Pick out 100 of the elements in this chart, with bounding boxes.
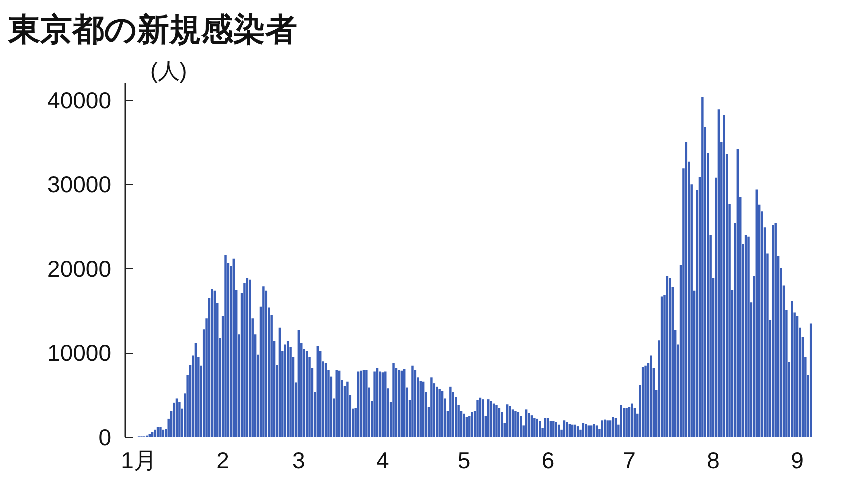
bar (748, 236, 750, 438)
x-tick-label: 7 (623, 448, 636, 474)
bar (154, 430, 156, 438)
bar (357, 372, 360, 438)
bar (316, 346, 320, 438)
bar (362, 370, 366, 438)
bar (585, 424, 588, 438)
bar (382, 372, 384, 438)
bar (249, 280, 252, 438)
bar (468, 416, 471, 438)
bar (450, 386, 452, 438)
bar (498, 408, 501, 438)
bar (626, 408, 628, 438)
bar (412, 366, 414, 438)
bar (650, 356, 652, 438)
bar (669, 278, 672, 438)
bar (555, 422, 558, 438)
bar (520, 416, 522, 438)
bar (796, 316, 799, 438)
bar (490, 401, 492, 438)
bar (590, 426, 593, 438)
bar (482, 400, 484, 438)
bar (588, 426, 590, 438)
bar (601, 420, 604, 438)
bar (528, 413, 530, 438)
bar (346, 382, 349, 438)
bar (278, 328, 282, 438)
x-tick-label: 6 (542, 448, 555, 474)
bar (298, 330, 300, 438)
bar (392, 363, 395, 438)
bar (211, 289, 214, 438)
bar (596, 426, 598, 438)
bar (232, 258, 236, 438)
x-tick-label: 2 (216, 448, 230, 474)
bar (534, 418, 536, 438)
bar (772, 225, 774, 438)
bar (666, 276, 669, 438)
bar (414, 370, 417, 438)
bar (514, 411, 517, 438)
bar (547, 418, 550, 438)
bar (810, 324, 812, 438)
bar (366, 370, 368, 438)
bar (609, 420, 612, 438)
bar (576, 426, 580, 438)
bar (774, 223, 777, 438)
bar (160, 427, 162, 438)
bar (374, 372, 376, 438)
bar (593, 424, 596, 438)
bar (438, 389, 441, 438)
bar (622, 408, 626, 438)
y-axis-title: (人) (150, 58, 188, 84)
x-tick-label: 9 (791, 448, 804, 474)
bar (525, 410, 528, 438)
bar (702, 96, 704, 438)
bar (660, 296, 664, 438)
bar (479, 398, 482, 438)
x-tick-label: 3 (292, 448, 306, 474)
bar (488, 400, 490, 438)
bar (642, 368, 644, 438)
bar (538, 421, 542, 438)
bar (614, 418, 618, 438)
bar (512, 410, 514, 438)
bar (736, 149, 740, 438)
bar (436, 386, 438, 438)
bar (178, 402, 181, 438)
bar (631, 404, 634, 438)
x-tick-label: 1月 (121, 448, 157, 474)
bar (338, 370, 341, 438)
bar (224, 255, 227, 438)
bar (791, 300, 794, 438)
bar (552, 421, 555, 438)
bar (265, 290, 268, 438)
chart-title: 東京都の新規感染者 (8, 12, 298, 48)
bar (262, 286, 265, 438)
bar (194, 343, 198, 438)
bar (620, 405, 623, 438)
bar (574, 424, 576, 438)
bar (496, 405, 498, 438)
bar (284, 344, 286, 438)
bar (509, 406, 512, 438)
bar (398, 370, 400, 438)
bar (441, 391, 444, 438)
bar (536, 418, 538, 438)
bar (550, 421, 552, 438)
bar (246, 278, 249, 438)
bar (173, 402, 176, 438)
bar (400, 370, 404, 438)
bar (566, 422, 568, 438)
bar (379, 372, 382, 438)
bar (723, 116, 726, 438)
bar (568, 424, 572, 438)
bar (563, 420, 566, 438)
bar (628, 407, 631, 438)
bar (360, 370, 362, 438)
bar (634, 408, 636, 438)
bar (384, 372, 387, 438)
y-tick-label: 0 (98, 424, 112, 450)
bar (718, 110, 720, 438)
bar (612, 417, 614, 438)
x-tick-label: 8 (707, 448, 720, 474)
